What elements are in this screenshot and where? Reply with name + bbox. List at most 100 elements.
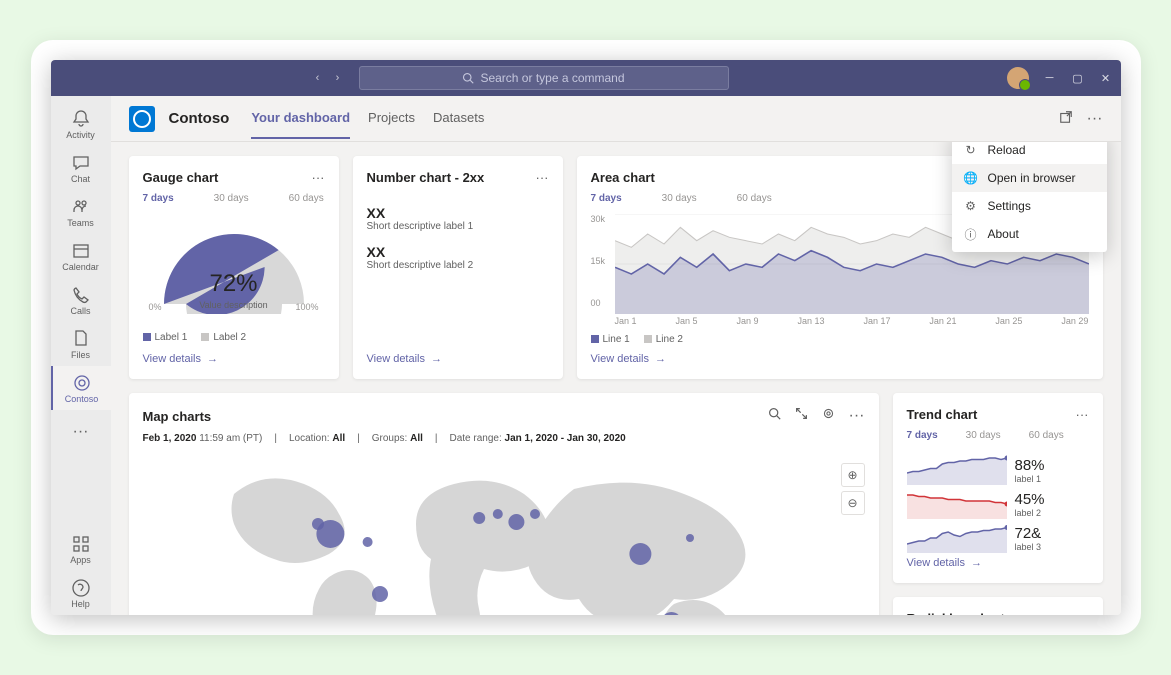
gauge-title: Gauge chart <box>143 170 219 185</box>
app-window: ‹ › Search or type a command ─ ▢ ✕ Activ… <box>51 60 1121 615</box>
gauge-view-details[interactable]: View details <box>143 353 325 365</box>
nav-back-icon[interactable]: ‹ <box>309 69 327 87</box>
area-xtick: Jan 13 <box>797 316 824 326</box>
rail-calendar[interactable]: Calendar <box>51 234 111 278</box>
number-value: XX <box>367 205 549 221</box>
close-button[interactable]: ✕ <box>1099 71 1113 85</box>
range-option[interactable]: 60 days <box>289 193 324 204</box>
rail-chat[interactable]: Chat <box>51 146 111 190</box>
area-xtick: Jan 9 <box>736 316 758 326</box>
area-ytick: 30k <box>591 214 606 224</box>
area-xtick: Jan 5 <box>675 316 697 326</box>
area-xtick: Jan 21 <box>929 316 956 326</box>
trend-pct: 45% <box>1015 491 1045 508</box>
trend-pct: 88% <box>1015 457 1045 474</box>
number-label: Short descriptive label 1 <box>367 221 549 232</box>
range-option[interactable]: 7 days <box>591 193 622 204</box>
map-more-icon[interactable]: ··· <box>849 407 865 425</box>
gauge-more-icon[interactable]: ··· <box>312 170 325 185</box>
radial-card: Radial bar chart ··· <box>893 597 1103 615</box>
rail-files[interactable]: Files <box>51 322 111 366</box>
rail-more[interactable]: ··· <box>51 410 111 454</box>
area-legend-2: Line 2 <box>644 334 683 345</box>
area-xtick: Jan 17 <box>863 316 890 326</box>
range-option[interactable]: 30 days <box>966 430 1001 441</box>
number-view-details[interactable]: View details <box>367 353 549 365</box>
radial-more-icon[interactable]: ··· <box>1076 611 1089 615</box>
trend-row: 45%label 2 <box>907 489 1089 519</box>
map-expand-icon[interactable] <box>795 407 808 425</box>
sparkline <box>907 489 1007 519</box>
area-xtick: Jan 29 <box>1061 316 1088 326</box>
trend-card: Trend chart··· 7 days30 days60 days 88%l… <box>893 393 1103 583</box>
range-option[interactable]: 30 days <box>214 193 249 204</box>
app-header: Contoso Your dashboard Projects Datasets ·… <box>111 96 1121 142</box>
number-title: Number chart - 2xx <box>367 170 485 185</box>
area-xtick: Jan 1 <box>615 316 637 326</box>
gauge-chart <box>144 214 324 314</box>
map-card: Map charts ··· Feb 1, 2020 11:59 am (PT)… <box>129 393 879 615</box>
trend-label: label 2 <box>1015 508 1045 518</box>
number-card: Number chart - 2xx··· XXShort descriptiv… <box>353 156 563 379</box>
rail-apps[interactable]: Apps <box>51 527 111 571</box>
gauge-desc: Value description <box>199 300 267 310</box>
trend-pct: 72& <box>1015 525 1042 542</box>
map-gear-icon[interactable] <box>822 407 835 425</box>
menu-open-in-browser[interactable]: 🌐Open in browser <box>952 164 1107 192</box>
trend-title: Trend chart <box>907 407 978 422</box>
number-more-icon[interactable]: ··· <box>536 170 549 185</box>
tab-datasets[interactable]: Datasets <box>433 98 484 139</box>
trend-view-details[interactable]: View details <box>907 557 1089 569</box>
range-option[interactable]: 60 days <box>737 193 772 204</box>
title-bar: ‹ › Search or type a command ─ ▢ ✕ <box>51 60 1121 96</box>
gauge-card: Gauge chart··· 7 days30 days60 days 72% … <box>129 156 339 379</box>
gauge-legend-1: Label 1 <box>143 332 188 343</box>
map-title: Map charts <box>143 409 212 424</box>
more-icon[interactable]: ··· <box>1087 110 1103 128</box>
radial-title: Radial bar chart <box>907 611 1005 615</box>
gauge-min: 0% <box>149 302 162 312</box>
app-logo-icon <box>129 106 155 132</box>
search-icon <box>462 72 474 84</box>
search-placeholder: Search or type a command <box>480 71 624 85</box>
menu-settings[interactable]: ⚙Settings <box>952 192 1107 220</box>
trend-more-icon[interactable]: ··· <box>1076 407 1089 422</box>
maximize-button[interactable]: ▢ <box>1071 71 1085 85</box>
trend-row: 72&label 3 <box>907 523 1089 553</box>
map-search-icon[interactable] <box>768 407 781 425</box>
menu-reload[interactable]: ↻Reload <box>952 142 1107 164</box>
dashboard-content: ↻Reload🌐Open in browser⚙SettingsⓘAbout G… <box>111 142 1121 615</box>
rail-calls[interactable]: Calls <box>51 278 111 322</box>
gauge-value: 72% <box>209 270 257 298</box>
user-avatar[interactable] <box>1007 67 1029 89</box>
rail-teams[interactable]: Teams <box>51 190 111 234</box>
search-input[interactable]: Search or type a command <box>359 66 729 90</box>
popout-icon[interactable] <box>1059 110 1073 128</box>
area-ytick: 00 <box>591 298 601 308</box>
nav-fwd-icon[interactable]: › <box>329 69 347 87</box>
number-label: Short descriptive label 2 <box>367 260 549 271</box>
gauge-max: 100% <box>295 302 318 312</box>
area-legend-1: Line 1 <box>591 334 630 345</box>
area-view-details[interactable]: View details <box>591 353 1089 365</box>
menu-about[interactable]: ⓘAbout <box>952 220 1107 248</box>
minimize-button[interactable]: ─ <box>1043 71 1057 85</box>
tab-projects[interactable]: Projects <box>368 98 415 139</box>
tab-your-dashboard[interactable]: Your dashboard <box>251 98 350 139</box>
range-option[interactable]: 60 days <box>1029 430 1064 441</box>
sparkline <box>907 523 1007 553</box>
rail-contoso[interactable]: Contoso <box>51 366 111 410</box>
trend-row: 88%label 1 <box>907 455 1089 485</box>
gauge-legend-2: Label 2 <box>201 332 246 343</box>
rail-activity[interactable]: Activity <box>51 102 111 146</box>
range-option[interactable]: 7 days <box>907 430 938 441</box>
area-xtick: Jan 25 <box>995 316 1022 326</box>
trend-label: label 3 <box>1015 542 1042 552</box>
area-title: Area chart <box>591 170 655 185</box>
rail-help[interactable]: Help <box>51 571 111 615</box>
more-dropdown: ↻Reload🌐Open in browser⚙SettingsⓘAbout <box>952 142 1107 252</box>
app-name: Contoso <box>169 110 230 127</box>
range-option[interactable]: 30 days <box>662 193 697 204</box>
range-option[interactable]: 7 days <box>143 193 174 204</box>
area-ytick: 15k <box>591 256 606 266</box>
